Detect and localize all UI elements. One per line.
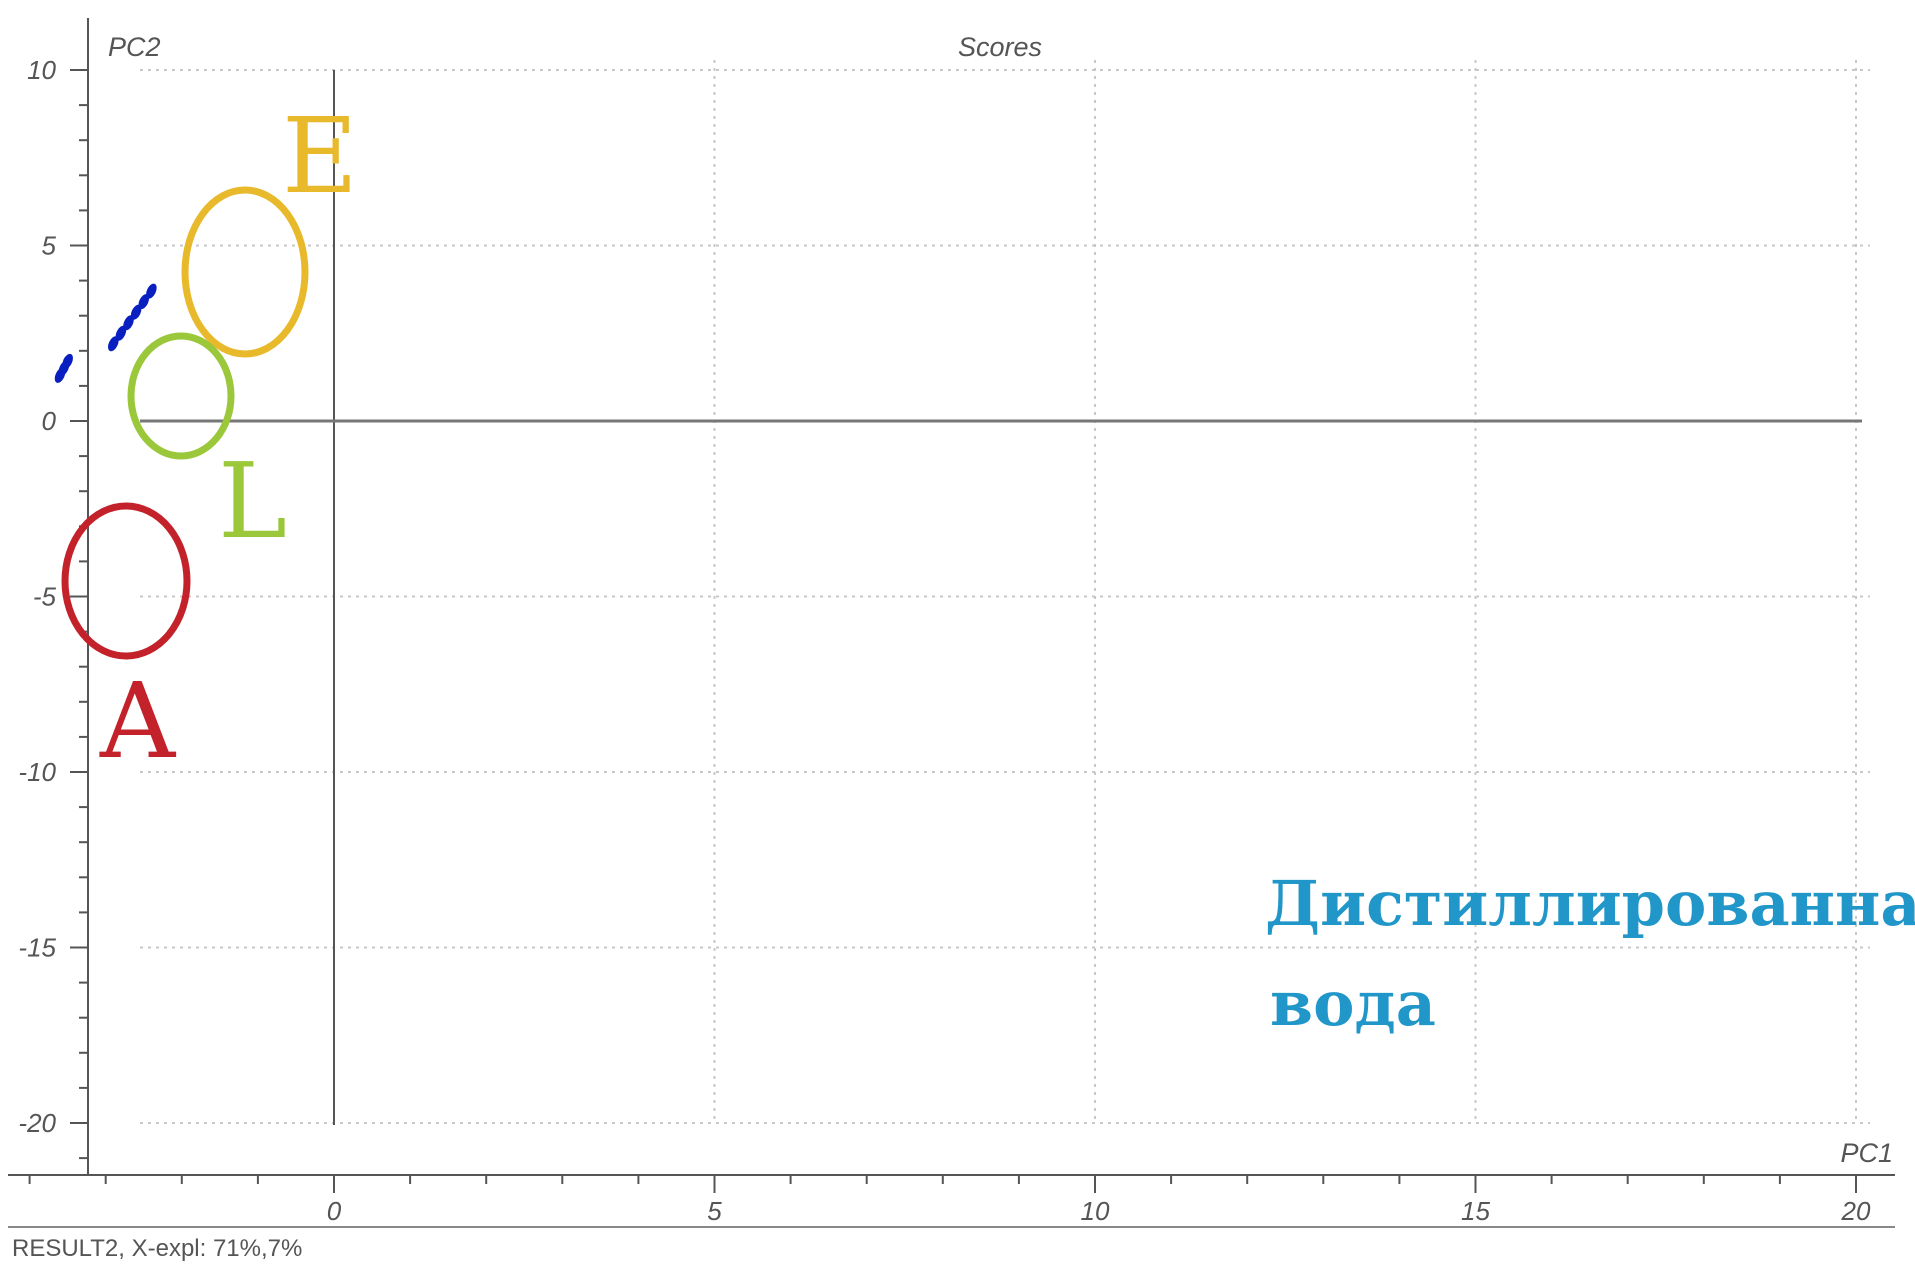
cluster-label-a: A xyxy=(99,660,177,782)
y-tick-label: 10 xyxy=(27,55,56,85)
y-tick-label: 5 xyxy=(42,231,57,261)
result-caption: RESULT2, X-expl: 71%,7% xyxy=(12,1235,302,1262)
y-tick-label: -5 xyxy=(33,582,57,612)
cluster-label-e: E xyxy=(282,95,358,217)
x-tick-label: 20 xyxy=(1841,1196,1871,1226)
cluster-circle-l xyxy=(127,332,235,460)
x-axis-label: PC1 xyxy=(1840,1138,1893,1168)
y-tick-label: -20 xyxy=(18,1108,56,1138)
x-tick-label: 10 xyxy=(1081,1196,1110,1226)
chart-title: Scores xyxy=(958,32,1042,62)
water-cluster-label: вода xyxy=(1270,967,1436,1040)
data-point-e xyxy=(108,336,119,352)
data-point-e xyxy=(146,283,157,299)
data-point-e xyxy=(130,304,142,320)
data-point-e xyxy=(115,325,127,341)
x-tick-label: 5 xyxy=(707,1196,722,1226)
data-point-e xyxy=(138,294,150,310)
data-point-l xyxy=(62,353,73,369)
water-cluster-label: Дистиллированная xyxy=(1265,867,1915,940)
grid xyxy=(140,60,1870,1124)
y-tick-label: -15 xyxy=(18,933,56,963)
y-tick-label: 0 xyxy=(42,406,57,436)
cluster-circle-e xyxy=(181,186,309,358)
cluster-label-l: L xyxy=(218,440,287,562)
x-tick-label: 0 xyxy=(327,1196,342,1226)
y-axis-label: PC2 xyxy=(108,32,161,62)
x-tick-label: 15 xyxy=(1461,1196,1490,1226)
data-points xyxy=(54,283,157,383)
y-tick-label: -10 xyxy=(18,757,56,787)
data-point-e xyxy=(123,315,134,331)
annotations: E LA Дистиллированная вода xyxy=(61,95,1915,1040)
cluster-circle-a xyxy=(61,502,191,660)
